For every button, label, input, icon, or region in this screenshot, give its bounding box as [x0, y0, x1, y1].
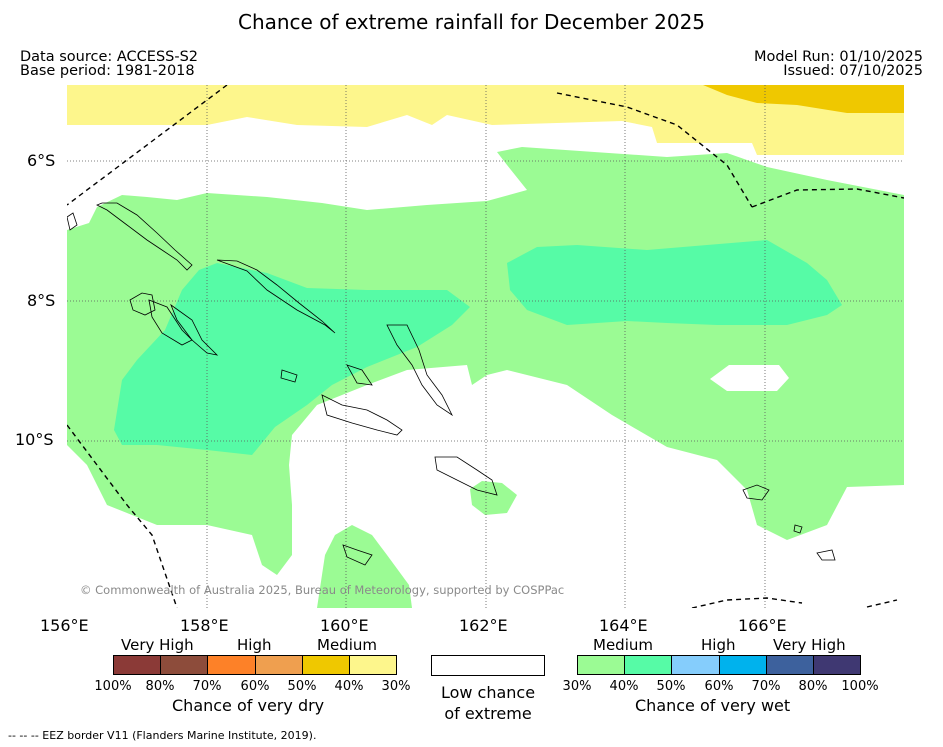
dry-tick: 60% [240, 679, 270, 694]
graticule [67, 85, 904, 608]
dry-swatch-1 [114, 656, 161, 674]
wet-tick: 100% [841, 679, 879, 694]
lon-label-162e: 162°E [459, 616, 508, 635]
dry-tick: 50% [287, 679, 317, 694]
dry-tick: 80% [145, 679, 175, 694]
dry-header-very-high: Very High [121, 636, 194, 654]
dry-tick: 40% [334, 679, 364, 694]
lon-label-164e: 164°E [599, 616, 648, 635]
dry-swatch-5 [301, 656, 349, 674]
map-title: Chance of extreme rainfall for December … [237, 10, 706, 34]
lon-label-160e: 160°E [320, 616, 369, 635]
wet-header-very-high: Very High [773, 636, 846, 654]
wet-high-east [507, 240, 842, 325]
wet-medium-patch [317, 525, 412, 608]
wet-tick: 50% [656, 679, 686, 694]
dry-swatch-6 [348, 656, 397, 674]
dry-caption: Chance of very dry [172, 696, 325, 715]
data-source: Data source: ACCESS-S2 [20, 49, 199, 65]
eez-border [67, 85, 904, 608]
lat-label-8s: 8°S [27, 291, 56, 310]
eez-footnote: -- -- -- EEZ border V11 (Flanders Marine… [8, 729, 317, 742]
dry-swatch-4 [254, 656, 302, 674]
wet-tick: 30% [562, 679, 592, 694]
wet-swatch-6 [812, 656, 861, 674]
wet-swatch-4 [718, 656, 766, 674]
wet-swatch-3 [671, 656, 719, 674]
wet-colorbar [577, 655, 861, 675]
wet-tick: 40% [609, 679, 639, 694]
low-chance-caption-1: Low chance [440, 683, 536, 702]
coastlines [67, 202, 836, 566]
wet-header-medium: Medium [593, 636, 653, 654]
dry-swatch-3 [207, 656, 255, 674]
wet-swatch-1 [578, 656, 625, 674]
dry-swatch-2 [160, 656, 208, 674]
dry-medium-region [67, 85, 904, 155]
low-chance-pocket [710, 365, 789, 391]
copyright-notice: © Commonwealth of Australia 2025, Bureau… [80, 583, 565, 597]
dry-tick: 70% [192, 679, 222, 694]
wet-header-high: High [701, 636, 736, 654]
low-chance-swatch [431, 655, 545, 676]
wet-tick: 60% [704, 679, 734, 694]
wet-tick: 80% [798, 679, 828, 694]
dry-low-region [703, 85, 904, 113]
wet-caption: Chance of very wet [635, 696, 791, 715]
rainfall-map [67, 85, 904, 608]
wet-tick: 70% [751, 679, 781, 694]
lon-label-158e: 158°E [180, 616, 229, 635]
low-chance-caption-2: of extreme [444, 704, 532, 723]
issued-date: Issued: 07/10/2025 [783, 63, 923, 79]
wet-swatch-5 [765, 656, 813, 674]
dry-header-medium: Medium [317, 636, 377, 654]
base-period: Base period: 1981-2018 [20, 63, 195, 79]
lon-label-166e: 166°E [738, 616, 787, 635]
map-area[interactable] [67, 85, 904, 608]
wet-high-west [114, 263, 470, 455]
lat-label-6s: 6°S [27, 151, 56, 170]
wet-medium-blob [470, 481, 517, 515]
lon-label-156e: 156°E [40, 616, 89, 635]
model-run: Model Run: 01/10/2025 [753, 49, 923, 65]
wet-swatch-2 [624, 656, 672, 674]
lat-label-10s: 10°S [15, 430, 54, 449]
dry-tick: 30% [381, 679, 411, 694]
dry-tick: 100% [94, 679, 132, 694]
dry-colorbar [113, 655, 397, 675]
dry-header-high: High [237, 636, 272, 654]
